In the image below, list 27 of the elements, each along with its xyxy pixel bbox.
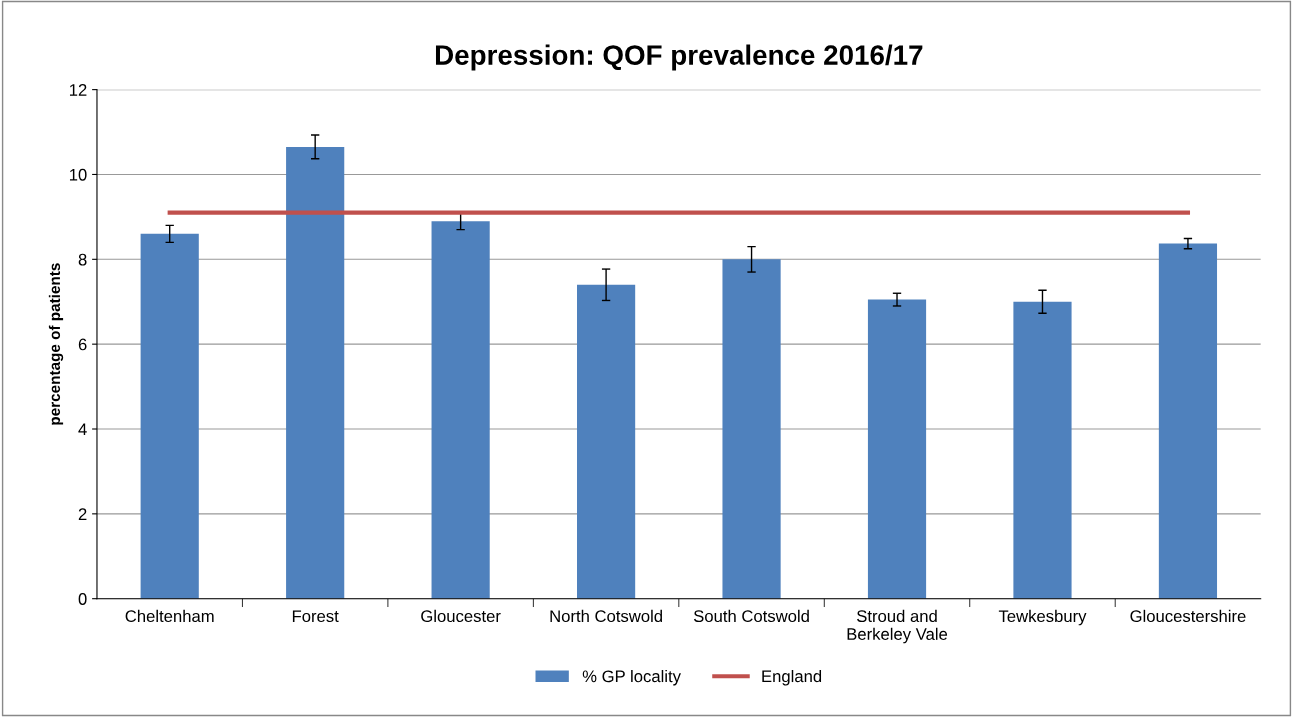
bar [140, 233, 199, 599]
legend-label: % GP locality [582, 669, 681, 686]
chart-title: Depression: QOF prevalence 2016/17 [435, 44, 923, 71]
x-tick-label: North Cotswold [550, 609, 662, 623]
bar [722, 259, 781, 599]
legend-label: England [762, 669, 822, 686]
bar [867, 299, 927, 599]
x-tick-label: Cheltenham [125, 609, 214, 623]
bar [286, 146, 345, 599]
y-tick-label: 0 [78, 593, 87, 605]
x-tick-label: South Cotswold [693, 609, 809, 623]
x-tick-label: Gloucestershire [1130, 609, 1246, 623]
x-tick-label: Stroud and Berkeley Vale [847, 609, 948, 644]
y-tick-label: 8 [78, 253, 87, 266]
y-tick-label: 12 [69, 84, 87, 96]
y-tick-label: 10 [69, 168, 87, 181]
y-tick-label: 4 [78, 423, 87, 436]
x-tick-label: Forest [292, 610, 339, 623]
y-axis-title: percentage of patients [48, 263, 64, 425]
bar [577, 284, 636, 599]
bar [1013, 301, 1072, 599]
bar [1158, 243, 1218, 599]
x-tick-label: Tewkesbury [998, 609, 1087, 626]
x-tick-label: Gloucester [421, 609, 501, 623]
bar [431, 221, 490, 599]
y-tick-label: 2 [78, 508, 87, 520]
y-tick-label: 6 [78, 338, 87, 351]
